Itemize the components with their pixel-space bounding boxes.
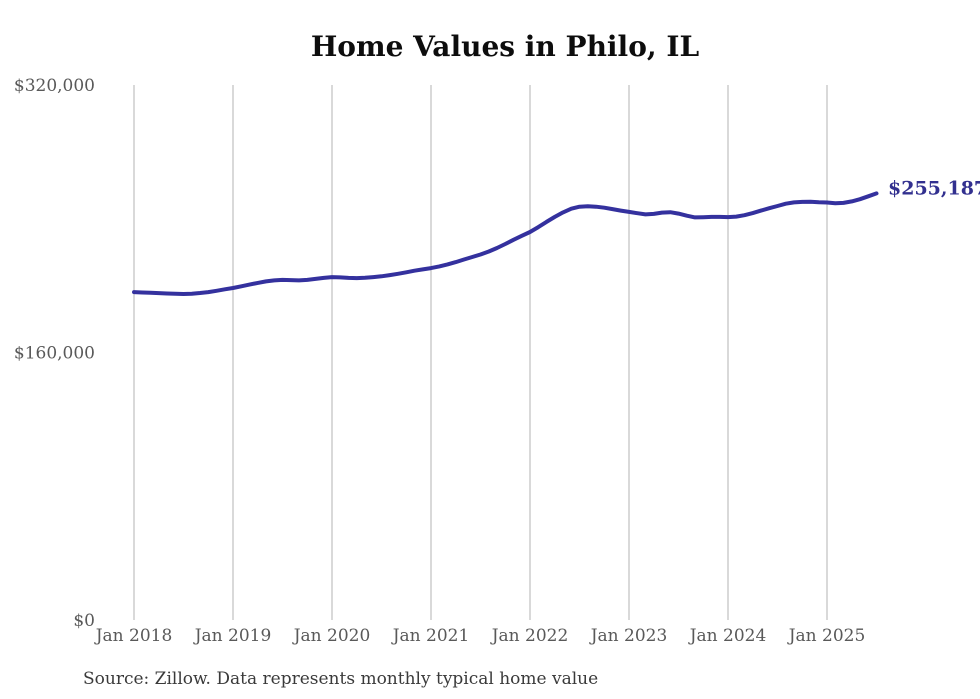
x-tick-label: Jan 2022	[490, 626, 569, 646]
x-tick-label: Jan 2020	[292, 626, 371, 646]
x-tick-label: Jan 2024	[688, 626, 767, 646]
source-note: Source: Zillow. Data represents monthly …	[83, 669, 598, 689]
gridlines	[133, 85, 828, 620]
x-axis-labels: Jan 2018 Jan 2019 Jan 2020 Jan 2021 Jan 2022…	[94, 626, 866, 646]
x-tick-label: Jan 2021	[391, 626, 470, 646]
y-tick-label: $320,000	[14, 76, 95, 96]
y-axis-labels: $320,000 $160,000 $0	[14, 76, 95, 631]
end-value-label: $255,187	[888, 177, 980, 199]
x-tick-label: Jan 2023	[589, 626, 668, 646]
y-tick-label: $0	[73, 611, 95, 631]
y-tick-label: $160,000	[14, 344, 95, 364]
home-value-series-line	[132, 191, 879, 296]
x-tick-label: Jan 2018	[94, 626, 173, 646]
x-tick-label: Jan 2025	[787, 626, 866, 646]
x-tick-label: Jan 2019	[193, 626, 272, 646]
chart-title: Home Values in Philo, IL	[311, 30, 700, 63]
